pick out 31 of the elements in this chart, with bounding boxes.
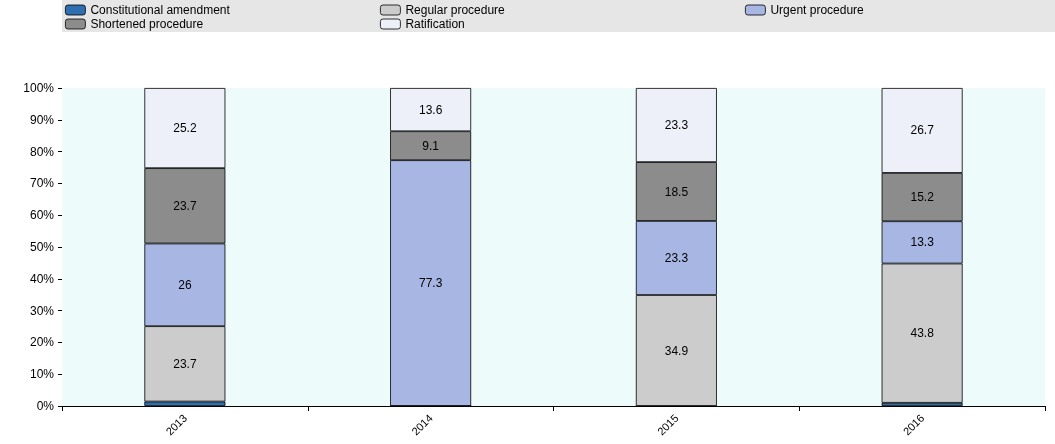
data-label: 23.3 — [664, 250, 689, 265]
y-tick-label: 80% — [29, 144, 55, 159]
data-label: 43.8 — [910, 326, 935, 341]
y-tick-label: 50% — [29, 240, 55, 254]
y-tick-label: 0% — [36, 399, 55, 413]
legend-label: Regular procedure — [405, 3, 506, 17]
y-tick-label: 70% — [29, 176, 55, 191]
y-tick-label: 90% — [29, 112, 55, 127]
legend-label: Urgent procedure — [770, 3, 865, 17]
data-label: 77.3 — [418, 276, 443, 291]
data-label: 34.9 — [664, 343, 689, 358]
data-label: 18.5 — [664, 184, 689, 199]
y-tick-label: 100% — [23, 81, 55, 95]
data-label: 15.2 — [910, 190, 935, 205]
legend-label: Ratification — [405, 17, 465, 31]
data-label: 9.1 — [422, 138, 440, 153]
y-tick-label: 30% — [29, 303, 55, 318]
legend-label: Shortened procedure — [90, 17, 204, 31]
data-label: 23.7 — [173, 356, 197, 371]
y-tick-label: 10% — [29, 367, 55, 382]
data-label: 26 — [178, 277, 192, 292]
y-tick-label: 40% — [29, 271, 55, 286]
data-label: 25.2 — [173, 121, 197, 136]
data-label: 13.3 — [910, 235, 935, 250]
data-label: 23.3 — [664, 118, 689, 133]
data-label: 26.7 — [910, 123, 935, 138]
data-label: 23.7 — [173, 198, 197, 213]
y-tick-label: 20% — [29, 335, 55, 350]
legend-label: Constitutional amendment — [90, 3, 231, 17]
data-label: 13.6 — [418, 102, 443, 117]
y-tick-label: 60% — [29, 208, 55, 223]
